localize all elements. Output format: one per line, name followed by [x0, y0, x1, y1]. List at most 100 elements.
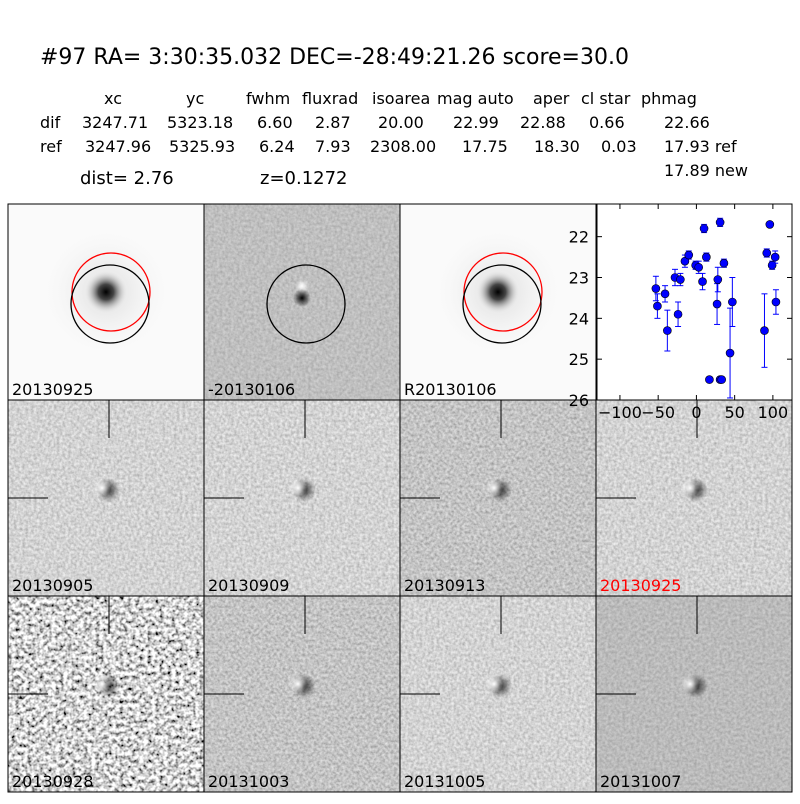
plot-area — [596, 203, 793, 401]
point — [719, 258, 729, 268]
cell: 5323.18 — [167, 113, 233, 132]
cell: 22.88 — [520, 113, 566, 132]
cell: 6.60 — [257, 113, 293, 132]
panel-label: R20130106 — [404, 380, 497, 399]
panel-label: 20130925 — [12, 380, 93, 399]
source — [84, 270, 128, 314]
point — [651, 284, 661, 293]
point — [712, 299, 722, 309]
column-header: phmag — [641, 89, 697, 108]
aperture-black — [462, 264, 542, 344]
y-tick-label: 22 — [569, 228, 589, 247]
column-header: xc — [104, 89, 122, 108]
column-header: yc — [186, 89, 204, 108]
aperture-black — [266, 264, 346, 344]
cell: 17.93 ref — [664, 137, 737, 156]
point — [715, 218, 725, 227]
point — [725, 348, 735, 358]
point — [702, 252, 711, 262]
x-tick-label: 0 — [691, 403, 701, 422]
panel-label: -20130106 — [208, 380, 295, 399]
image-panel — [204, 400, 400, 596]
point — [770, 252, 780, 262]
point — [653, 301, 662, 311]
cell: 3247.96 — [85, 137, 151, 156]
point — [699, 224, 709, 233]
cell: 2308.00 — [370, 137, 436, 156]
panel-label: 20130925 — [600, 576, 681, 595]
panel-label: 20130913 — [404, 576, 485, 595]
image-panel — [400, 400, 596, 596]
point — [717, 375, 726, 384]
image-panel — [596, 596, 792, 792]
x-tick-label: 50 — [724, 403, 744, 422]
point — [673, 309, 683, 319]
image-panel — [8, 400, 204, 596]
cell: 22.66 — [664, 113, 710, 132]
panel-label: 20130909 — [208, 576, 289, 595]
image-panel — [8, 596, 204, 792]
row-label: ref — [40, 137, 62, 156]
image-panel — [204, 596, 400, 792]
column-header: cl star — [581, 89, 631, 108]
point — [762, 248, 772, 258]
panel-border — [595, 595, 793, 793]
cell: 5325.93 — [169, 137, 235, 156]
aperture-red — [463, 252, 543, 332]
spot-w — [681, 479, 699, 497]
point — [705, 375, 714, 384]
point — [684, 250, 694, 260]
source — [476, 270, 520, 314]
spot-w — [295, 279, 309, 293]
extra: 17.89 new — [664, 161, 748, 180]
point — [698, 277, 707, 286]
cell: 6.24 — [259, 137, 295, 156]
y-tick-label: 23 — [569, 269, 589, 288]
cell: 3247.71 — [82, 113, 148, 132]
spot-w — [93, 479, 111, 497]
cell: 7.93 — [315, 137, 351, 156]
cell: 22.99 — [453, 113, 499, 132]
y-tick-label: 24 — [569, 309, 589, 328]
point — [713, 275, 723, 284]
title: #97 RA= 3:30:35.032 DEC=-28:49:21.26 sco… — [40, 45, 629, 70]
spot-w — [289, 479, 307, 497]
x-tick-label: −50 — [641, 403, 675, 422]
panel-label: 20130928 — [12, 772, 93, 791]
panel-label: 20130905 — [12, 576, 93, 595]
spot-k — [293, 289, 311, 307]
dist: dist= 2.76 — [80, 168, 174, 189]
aperture-red — [71, 252, 151, 332]
column-header: fluxrad — [302, 89, 358, 108]
point — [760, 326, 769, 335]
row-label: dif — [40, 113, 61, 132]
column-header: aper — [533, 89, 570, 108]
redshift: z=0.1272 — [260, 168, 348, 189]
spot-w — [485, 675, 503, 693]
x-tick-label: 100 — [758, 403, 789, 422]
point — [771, 297, 781, 307]
spot-w — [681, 675, 699, 693]
cell: 17.75 — [462, 137, 508, 156]
panel-label: 20131003 — [208, 772, 289, 791]
x-tick-label: −100 — [598, 403, 642, 422]
point — [694, 262, 704, 272]
column-header: isoarea — [372, 89, 430, 108]
cell: 2.87 — [315, 113, 351, 132]
image-panel — [204, 204, 400, 400]
y-tick-label: 25 — [569, 350, 589, 369]
point — [765, 220, 775, 229]
point — [728, 297, 737, 307]
image-panel — [400, 596, 596, 792]
panel-label: 20131007 — [600, 772, 681, 791]
point — [660, 289, 670, 299]
column-header: mag auto — [437, 89, 514, 108]
cell: 0.66 — [589, 113, 625, 132]
cell: 18.30 — [534, 137, 580, 156]
spot-w — [485, 479, 503, 497]
point — [676, 275, 685, 284]
cell: 20.00 — [378, 113, 424, 132]
image-panel — [400, 204, 596, 400]
point — [663, 326, 672, 335]
